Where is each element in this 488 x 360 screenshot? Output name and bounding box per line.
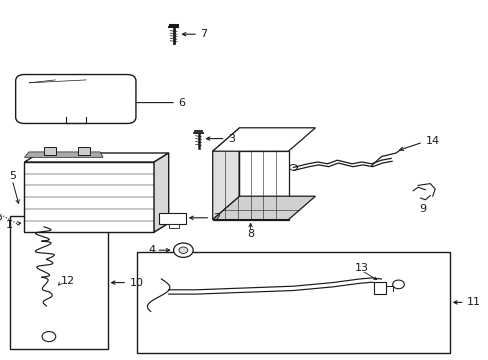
Polygon shape (212, 196, 315, 220)
Bar (43, 147, 56, 155)
Circle shape (173, 243, 193, 257)
Bar (159, 213, 185, 224)
FancyBboxPatch shape (16, 75, 136, 123)
Bar (10, 216, 107, 349)
Polygon shape (212, 128, 239, 220)
Text: 4: 4 (148, 245, 155, 255)
Bar (78, 147, 90, 155)
Bar (24, 162, 154, 232)
Text: 8: 8 (246, 229, 254, 239)
Polygon shape (24, 153, 168, 162)
Text: 3: 3 (227, 134, 234, 144)
Polygon shape (154, 153, 168, 232)
Bar (137, 252, 449, 353)
Text: 2: 2 (212, 213, 220, 223)
Polygon shape (24, 152, 103, 157)
Text: 10: 10 (129, 278, 143, 288)
Circle shape (42, 332, 56, 342)
Text: 12: 12 (61, 276, 75, 286)
Polygon shape (212, 128, 315, 151)
Text: 7: 7 (200, 29, 207, 39)
Text: 6: 6 (178, 98, 185, 108)
Text: 5: 5 (9, 171, 16, 181)
Text: 1: 1 (6, 220, 13, 230)
Text: 13: 13 (354, 263, 368, 273)
Circle shape (179, 247, 187, 253)
Text: 9: 9 (419, 204, 426, 214)
Circle shape (392, 280, 404, 289)
Text: 14: 14 (425, 136, 439, 146)
Bar (212, 151, 288, 220)
Circle shape (0, 215, 1, 221)
Bar (373, 282, 386, 294)
Bar (168, 224, 179, 228)
Text: 11: 11 (466, 297, 480, 307)
